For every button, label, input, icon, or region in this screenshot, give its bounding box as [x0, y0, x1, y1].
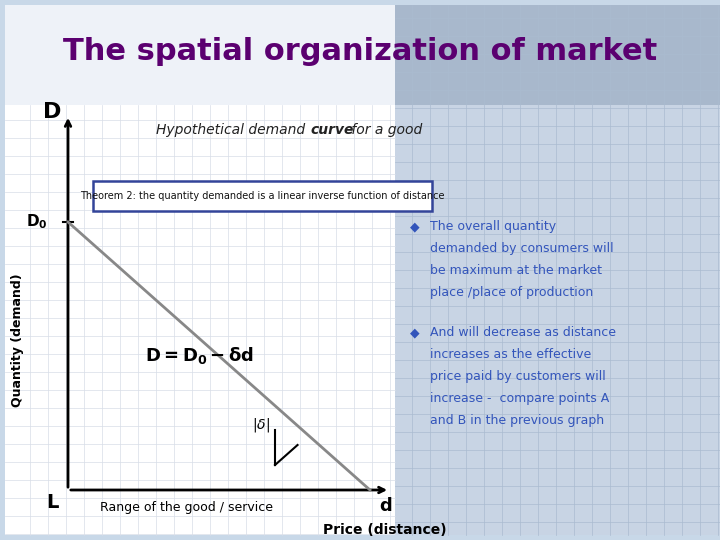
Text: and B in the previous graph: and B in the previous graph	[430, 414, 604, 427]
Text: Quantity (demand): Quantity (demand)	[12, 273, 24, 407]
Text: L: L	[46, 494, 58, 512]
Text: The spatial organization of market: The spatial organization of market	[63, 37, 657, 66]
Text: d: d	[379, 497, 392, 515]
Text: ◆: ◆	[410, 326, 420, 339]
Text: for a good: for a good	[347, 123, 422, 137]
FancyBboxPatch shape	[5, 105, 395, 535]
Text: place /place of production: place /place of production	[430, 286, 593, 299]
Text: And will decrease as distance: And will decrease as distance	[430, 326, 616, 339]
Text: $|\delta|$: $|\delta|$	[252, 416, 270, 434]
Text: price paid by customers will: price paid by customers will	[430, 370, 606, 383]
Text: $\mathbf{D_0}$: $\mathbf{D_0}$	[27, 213, 48, 231]
FancyBboxPatch shape	[5, 5, 720, 535]
Text: Price (distance): Price (distance)	[323, 523, 447, 537]
Text: Theorem 2: the quantity demanded is a linear inverse function of distance: Theorem 2: the quantity demanded is a li…	[80, 191, 445, 201]
FancyBboxPatch shape	[395, 5, 720, 105]
Text: be maximum at the market: be maximum at the market	[430, 264, 602, 277]
Text: increases as the effective: increases as the effective	[430, 348, 591, 361]
Text: $\mathbf{D = D_0 - \delta d}$: $\mathbf{D = D_0 - \delta d}$	[145, 345, 255, 366]
Text: increase -  compare points A: increase - compare points A	[430, 392, 609, 405]
Text: D: D	[42, 102, 61, 122]
FancyBboxPatch shape	[395, 5, 720, 535]
FancyBboxPatch shape	[93, 181, 432, 211]
Text: Hypothetical demand: Hypothetical demand	[156, 123, 310, 137]
Text: demanded by consumers will: demanded by consumers will	[430, 242, 613, 255]
Text: The overall quantity: The overall quantity	[430, 220, 556, 233]
Text: ◆: ◆	[410, 220, 420, 233]
Text: curve: curve	[310, 123, 354, 137]
Text: Range of the good / service: Range of the good / service	[100, 502, 273, 515]
